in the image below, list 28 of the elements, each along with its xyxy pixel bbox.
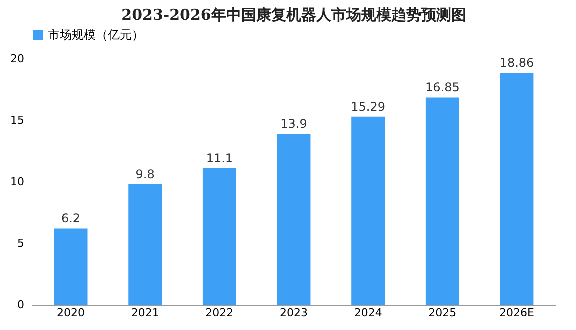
x-tick-label: 2020 <box>57 306 86 320</box>
bar <box>352 116 386 305</box>
y-tick-label: 0 <box>18 298 24 312</box>
data-label: 18.86 <box>500 56 534 70</box>
x-tick-label: 2023 <box>280 306 308 320</box>
y-tick-label: 20 <box>10 52 24 66</box>
bar <box>277 134 311 305</box>
data-label: 9.8 <box>136 167 155 182</box>
data-label: 6.2 <box>61 212 81 226</box>
data-label: 15.29 <box>351 100 386 114</box>
legend-label: 市场规模（亿元） <box>48 28 144 42</box>
x-tick-label: 2022 <box>206 306 234 320</box>
x-tick-label: 2025 <box>428 306 457 320</box>
bar <box>426 98 460 305</box>
bar <box>202 168 236 305</box>
data-label: 13.9 <box>280 117 308 132</box>
y-tick-label: 5 <box>18 237 24 250</box>
bar <box>128 184 162 305</box>
y-tick-label: 15 <box>10 114 24 127</box>
chart-title: 2023-2026年中国康复机器人市场规模趋势预测图 <box>122 6 466 24</box>
x-tick-label: 2026E <box>500 306 534 320</box>
data-label: 16.85 <box>425 80 460 95</box>
x-tick-label: 2021 <box>131 306 160 320</box>
data-label: 11.1 <box>206 151 234 166</box>
bar <box>500 73 534 305</box>
bar <box>54 228 88 305</box>
y-tick-label: 10 <box>10 176 24 188</box>
x-tick-label: 2024 <box>354 306 382 320</box>
